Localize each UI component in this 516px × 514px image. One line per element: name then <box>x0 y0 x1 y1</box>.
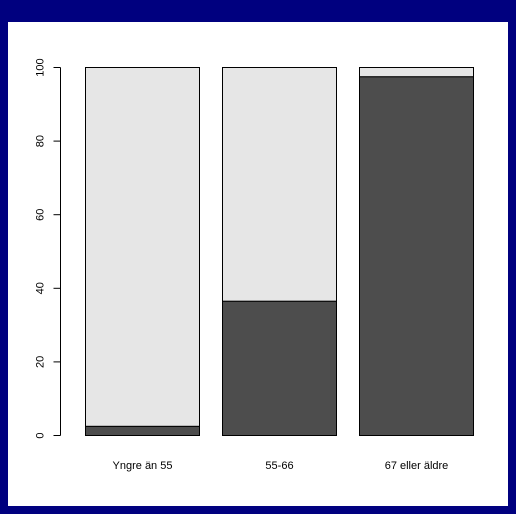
x-axis-labels: Yngre än 55 55-66 67 eller äldre <box>113 460 449 472</box>
bar-segment <box>85 67 200 427</box>
x-tick-label: 67 eller äldre <box>385 460 449 472</box>
bar-segment <box>85 425 200 436</box>
y-tick-label: 60 <box>35 209 47 221</box>
y-tick-label: 100 <box>35 58 47 76</box>
bar-segment <box>359 67 474 78</box>
plot-panel: 0 20 40 60 80 100 Yngre än 55 55-66 67 eller äl… <box>8 22 508 506</box>
bars <box>85 67 474 436</box>
y-tick-label: 40 <box>35 282 47 294</box>
x-tick-label: 55-66 <box>265 460 293 472</box>
stacked-bar-chart: 0 20 40 60 80 100 Yngre än 55 55-66 67 eller äl… <box>35 58 474 472</box>
bar-segment <box>222 300 337 436</box>
x-tick-label: Yngre än 55 <box>113 460 173 472</box>
y-tick-label: 0 <box>35 432 47 438</box>
y-tick-label: 20 <box>35 356 47 368</box>
bar-segment <box>359 76 474 436</box>
y-tick-label: 80 <box>35 135 47 147</box>
bar-segment <box>222 67 337 302</box>
y-axis: 0 20 40 60 80 100 <box>35 58 61 439</box>
